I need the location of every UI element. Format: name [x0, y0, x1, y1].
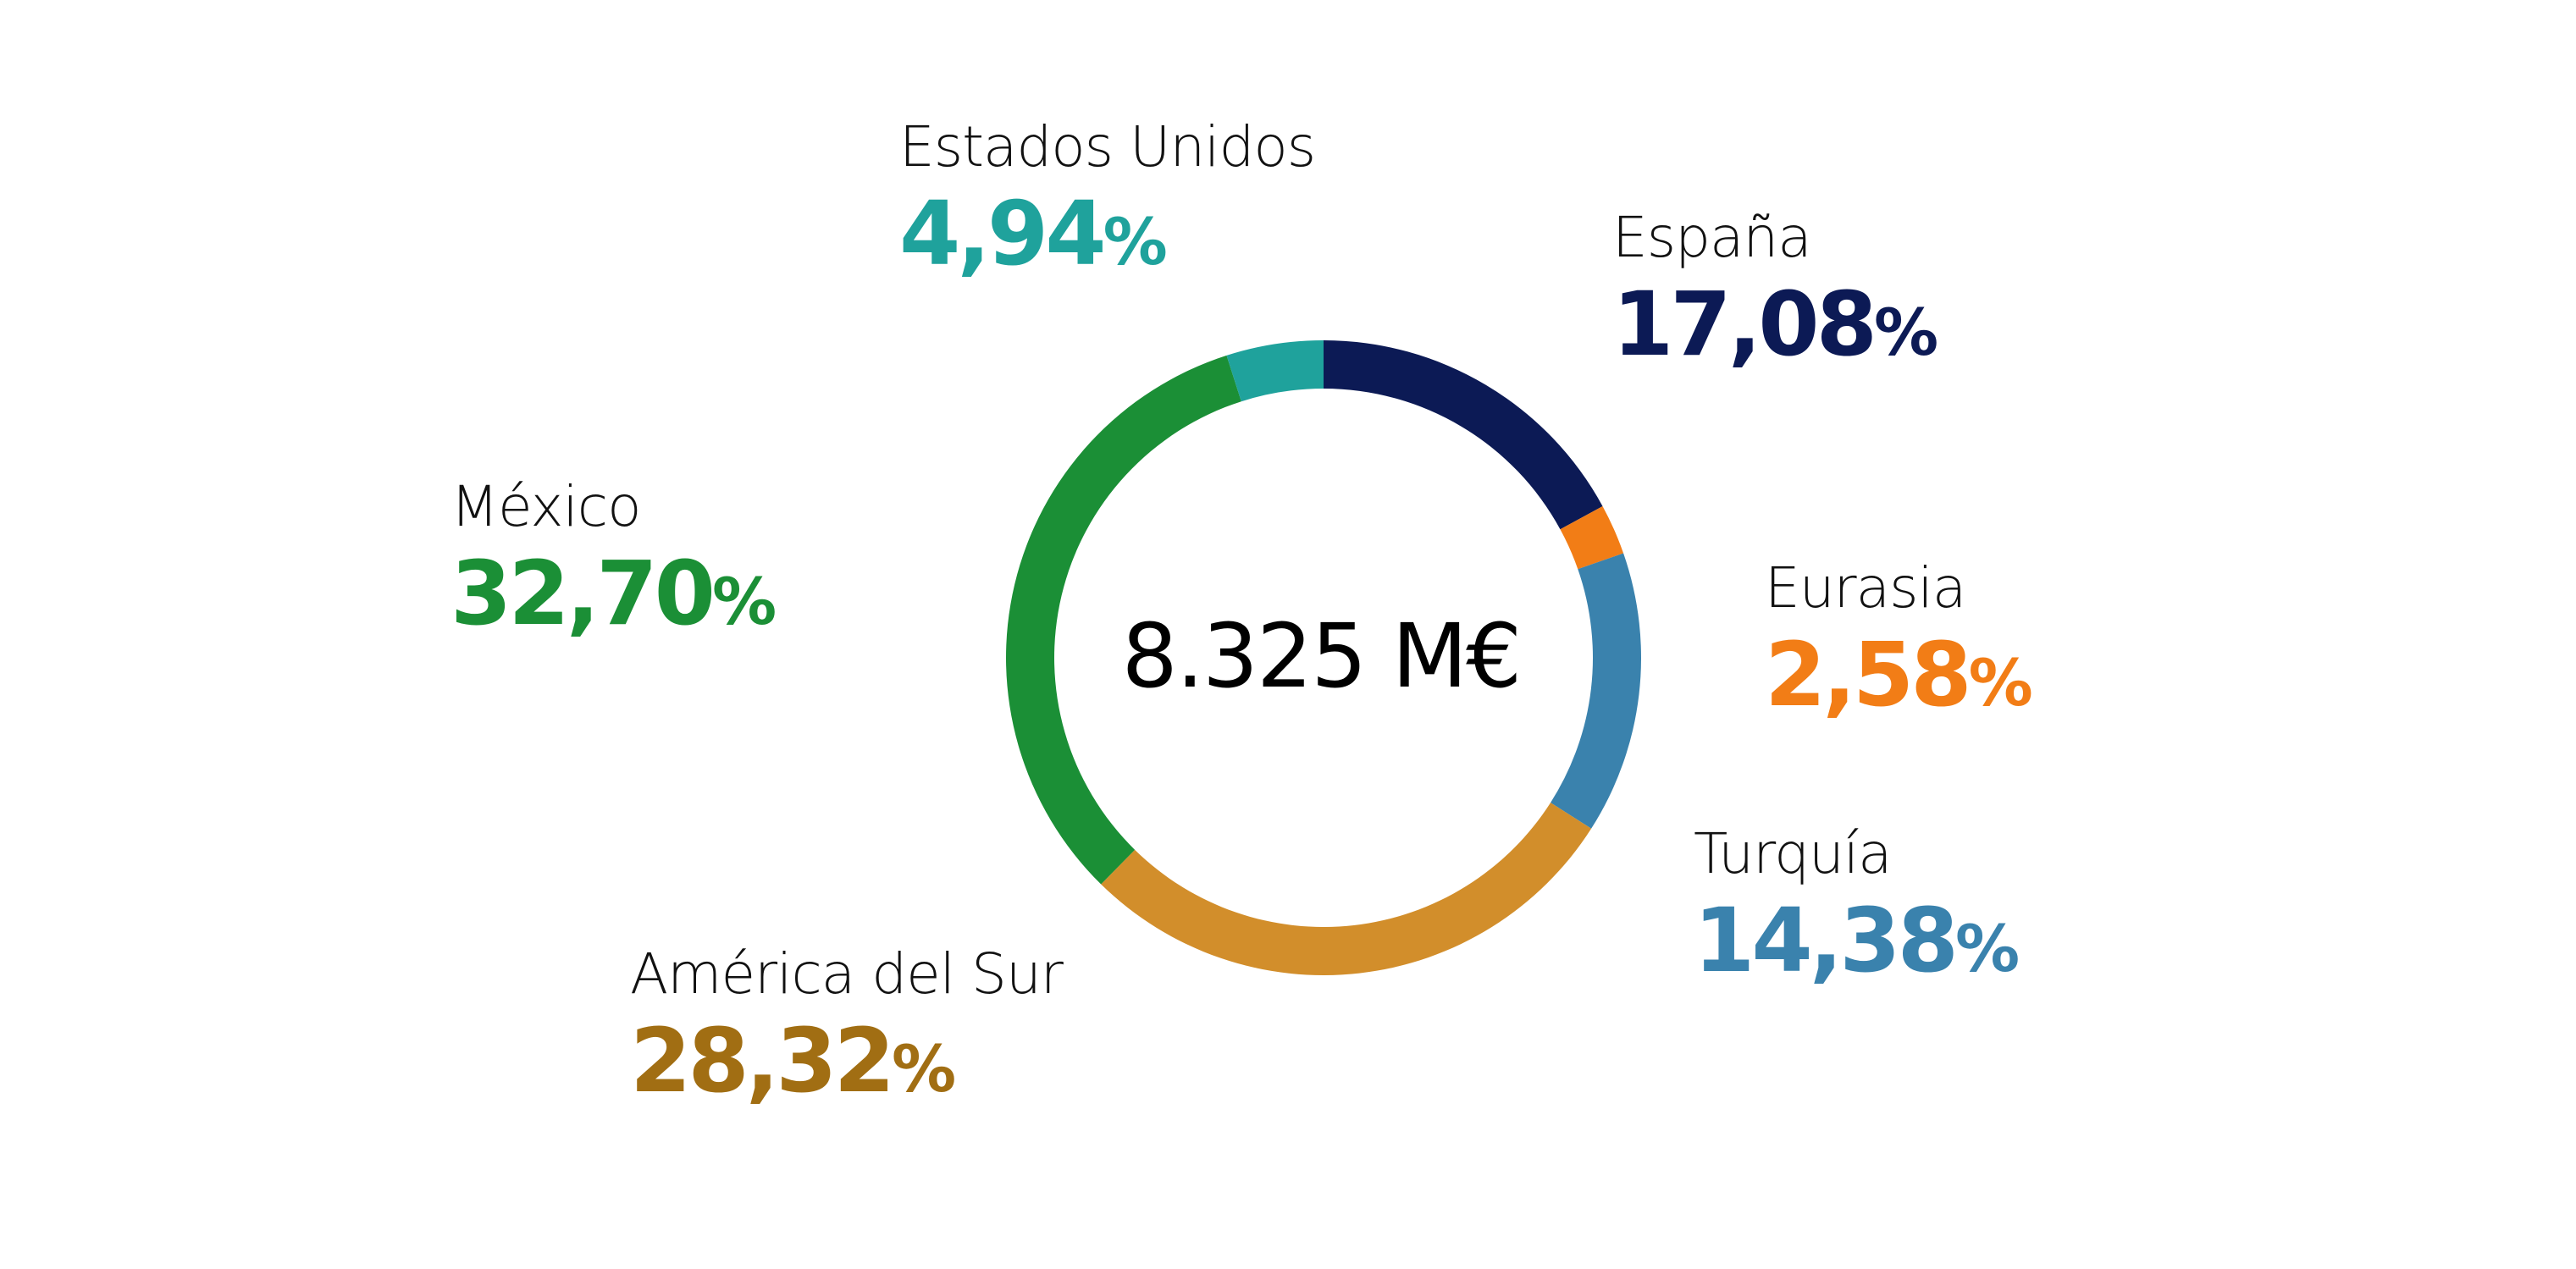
region-name: Turquía [1694, 821, 1893, 886]
region-value-number: 2,58 [1765, 623, 1972, 726]
percent-sign: % [1873, 295, 1939, 370]
region-label-mexico: México 32,70% [451, 474, 777, 655]
region-value: 28,32% [630, 1007, 1063, 1123]
region-value-number: 32,70 [451, 542, 716, 645]
region-value-number: 4,94 [899, 182, 1107, 285]
donut-slice-america-del-sur [1101, 803, 1592, 975]
region-name: Eurasia [1765, 555, 1966, 621]
donut-slice-eurasia [1560, 505, 1624, 570]
region-value: 14,38% [1694, 887, 2020, 1002]
region-value: 4,94% [899, 180, 1315, 295]
center-total-label: 8.325 M€ [1121, 604, 1523, 708]
region-name: Estados Unidos [899, 114, 1316, 179]
percent-sign: % [711, 564, 777, 639]
region-name: América del Sur [630, 941, 1064, 1007]
donut-slice-espana [1324, 340, 1603, 530]
percent-sign: % [1954, 911, 2020, 986]
region-value: 32,70% [451, 540, 777, 655]
percent-sign: % [1968, 645, 2033, 720]
region-value: 17,08% [1612, 271, 1938, 386]
donut-slice-turquia [1551, 553, 1641, 829]
region-label-espana: España 17,08% [1612, 205, 1938, 386]
region-value-number: 28,32 [630, 1009, 895, 1112]
region-label-turquia: Turquía 14,38% [1694, 821, 2020, 1002]
percent-sign: % [1103, 204, 1168, 279]
region-label-eurasia: Eurasia 2,58% [1765, 555, 2033, 737]
region-label-estados-unidos: Estados Unidos 4,94% [899, 114, 1316, 295]
region-name: España [1612, 205, 1812, 270]
percent-sign: % [891, 1031, 957, 1106]
region-value-number: 17,08 [1612, 273, 1877, 376]
donut-slice-estados-unidos [1226, 340, 1324, 402]
region-label-america-del-sur: América del Sur 28,32% [630, 941, 1064, 1123]
region-name: México [451, 474, 641, 539]
donut-slice-mexico [1005, 355, 1241, 885]
region-value-number: 14,38 [1694, 889, 1959, 992]
region-value: 2,58% [1765, 621, 2033, 737]
